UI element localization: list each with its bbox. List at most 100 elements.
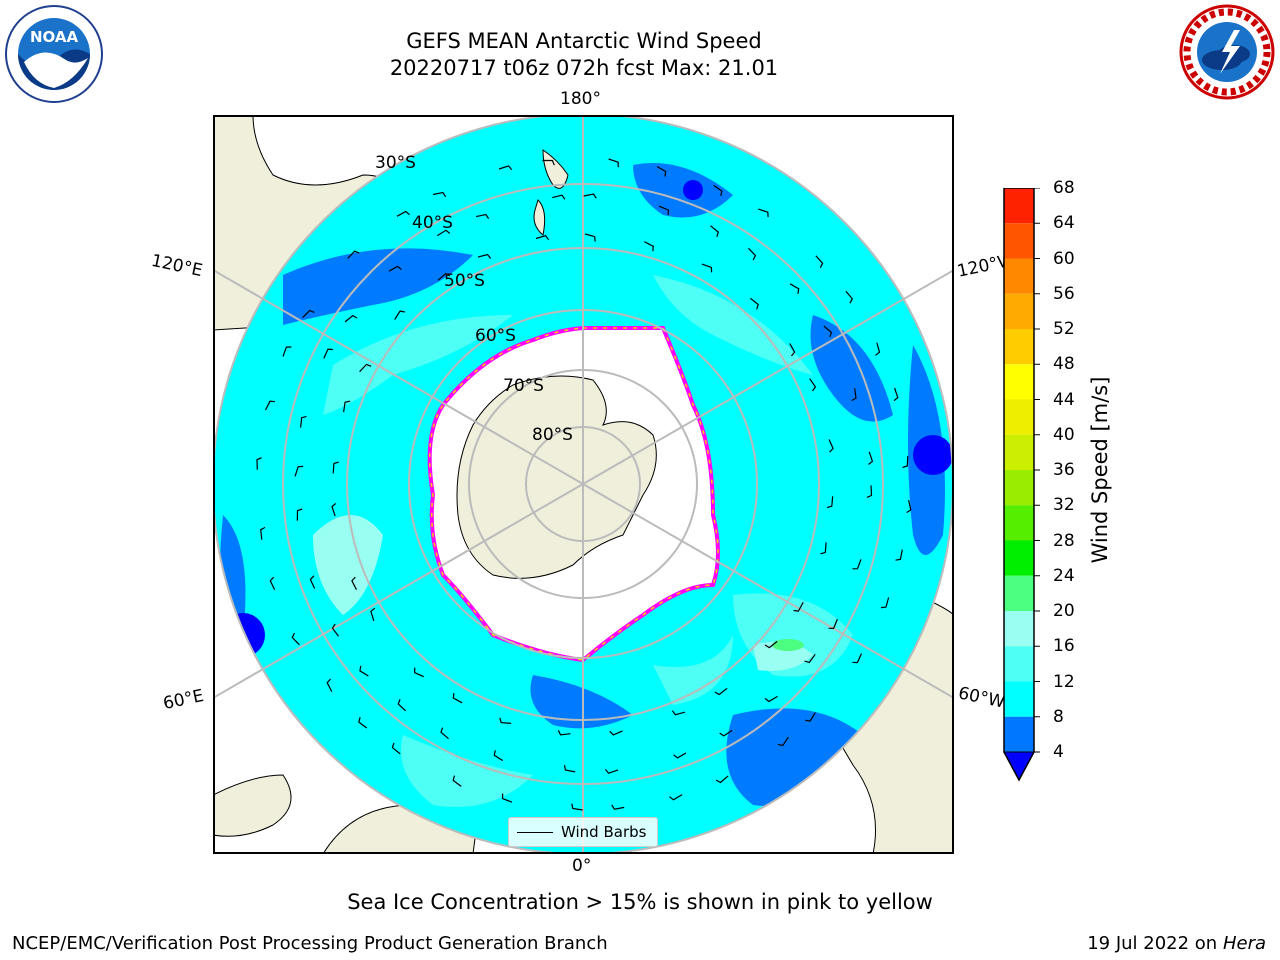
new-zealand — [533, 149, 569, 236]
wind-barb — [370, 607, 376, 622]
wind-barb — [282, 346, 292, 357]
wind-barb — [845, 290, 854, 304]
sea-ice-edge-yellow — [428, 327, 719, 661]
wind-barb — [793, 602, 804, 612]
nws-logo-icon — [1178, 4, 1276, 104]
wind-barb — [552, 194, 566, 200]
wind-barb — [609, 730, 623, 736]
wind-barb — [331, 502, 337, 517]
wind-barb — [902, 455, 909, 469]
wind-barb — [294, 465, 304, 477]
wind-barb — [302, 309, 315, 319]
chart-subtitle: 20220717 t06z 072h fcst Max: 21.01 — [389, 56, 779, 80]
wind-barb — [493, 750, 504, 762]
footer-date-text: 19 Jul 2022 on — [1087, 933, 1223, 954]
wind-barb — [300, 415, 307, 428]
chart-title: GEFS MEAN Antarctic Wind Speed — [406, 29, 762, 53]
wind-barb — [391, 742, 401, 755]
wind-barb — [502, 793, 513, 803]
wind-barb — [804, 653, 816, 664]
colorbar-label: Wind Speed [m/s] — [1088, 376, 1112, 564]
wind-barb — [499, 717, 512, 724]
wind-barb — [535, 235, 550, 241]
colorbar-tick-label: 44 — [1053, 389, 1075, 410]
wind-barb — [789, 343, 796, 357]
colorbar-segment — [1004, 293, 1034, 329]
wind-barb — [359, 665, 369, 677]
wind-barb — [332, 461, 339, 474]
wind-barb — [291, 632, 300, 646]
wind-barb — [777, 736, 789, 747]
wind-barb — [432, 191, 447, 198]
footer-organization: NCEP/EMC/Verification Post Processing Pr… — [12, 933, 608, 954]
wind-barb — [347, 250, 360, 259]
colorbar — [1000, 187, 1040, 788]
wind-barb — [264, 400, 276, 411]
colorbar-tick-label: 12 — [1053, 671, 1075, 692]
wind-barb — [440, 727, 449, 740]
wind-barb — [852, 559, 862, 570]
colorbar-segment — [1004, 258, 1034, 294]
wind-barb — [323, 348, 333, 359]
wind-barb — [557, 730, 571, 736]
antarctic-wind-map: 30°S 40°S 50°S 60°S 70°S 80°S — [213, 115, 954, 854]
colorbar-segment — [1004, 540, 1034, 576]
lat-label-40s: 40°S — [412, 213, 453, 233]
wind-barb — [815, 255, 824, 268]
wind-barb — [359, 363, 372, 373]
colorbar-tick-label: 68 — [1053, 178, 1075, 198]
lon-label-0: 0° — [572, 856, 592, 876]
colorbar-segment — [1004, 505, 1034, 541]
lon-label-60w: 60°W — [956, 683, 1007, 713]
wind-barb — [477, 253, 492, 259]
wind-barb — [875, 342, 881, 356]
lat-label-30s: 30°S — [375, 153, 416, 173]
wind-barb — [394, 310, 406, 320]
colorbar-outline — [1003, 187, 1035, 782]
wind-barb — [906, 499, 912, 514]
colorbar-segment — [1004, 329, 1034, 365]
wind-barb — [256, 457, 262, 470]
footer-date: 19 Jul 2022 on Hera — [1087, 933, 1266, 954]
noaa-logo-icon: NOAA — [4, 4, 104, 108]
colorbar-segment — [1004, 646, 1034, 682]
lat-label-60s: 60°S — [475, 326, 516, 346]
graticule — [215, 117, 952, 852]
colorbar-segment — [1004, 434, 1034, 470]
wind-barb — [542, 159, 555, 166]
wind-barb — [260, 526, 266, 540]
latitude-labels: 30°S 40°S 50°S 60°S 70°S 80°S — [375, 153, 573, 445]
wind-barb — [748, 247, 757, 261]
wind-barb — [789, 283, 800, 294]
colorbar-tick-label: 60 — [1053, 248, 1075, 269]
wind-barb — [750, 297, 759, 310]
svg-text:NOAA: NOAA — [30, 28, 79, 46]
colorbar-tick-label: 48 — [1053, 354, 1075, 375]
wind-barb — [868, 451, 874, 465]
lat-label-80s: 80°S — [532, 425, 573, 445]
footer-machine: Hera — [1222, 933, 1266, 954]
map-legend: Wind Barbs — [508, 817, 658, 847]
wind-barb — [880, 597, 890, 609]
colorbar-tick-label: 32 — [1053, 495, 1075, 516]
wind-barb — [658, 205, 669, 216]
wind-barb — [826, 496, 834, 509]
wind-barb — [851, 388, 857, 402]
wind-barb — [828, 439, 834, 453]
wind-barb — [309, 575, 316, 589]
wind-barb — [584, 233, 596, 242]
wind-barb — [852, 653, 863, 664]
colorbar-tick-label: 16 — [1053, 636, 1075, 657]
sea-ice-caption: Sea Ice Concentration > 15% is shown in … — [347, 890, 933, 914]
colorbar-tick-label: 52 — [1053, 319, 1075, 339]
colorbar-segment — [1004, 470, 1034, 506]
wind-barb — [326, 678, 333, 692]
wind-barb — [344, 314, 358, 323]
lon-label-180: 180° — [560, 89, 601, 109]
legend-barb-line-icon — [517, 832, 553, 833]
colorbar-tick-label: 20 — [1053, 601, 1075, 621]
wind-barb — [396, 210, 410, 217]
wind-barb — [669, 794, 683, 801]
wind-barb — [713, 184, 723, 197]
colorbar-segment — [1004, 575, 1034, 611]
